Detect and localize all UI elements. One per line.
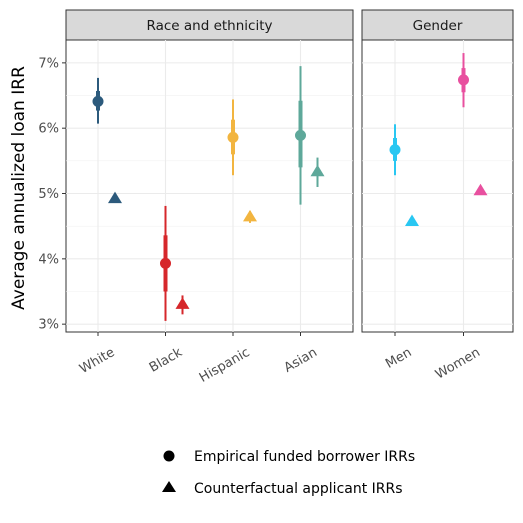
empirical-point xyxy=(295,129,306,141)
empirical-point xyxy=(160,257,171,269)
legend: Empirical funded borrower IRRs Counterfa… xyxy=(162,449,415,497)
counterfactual-point xyxy=(473,183,488,196)
empirical-point xyxy=(92,95,104,107)
legend-label-counterfactual: Counterfactual applicant IRRs xyxy=(194,481,403,497)
panel-border-gender xyxy=(361,39,514,333)
panel-gender: Gender xyxy=(361,9,514,333)
strip-label-gender: Gender xyxy=(413,18,463,34)
y-tick-label: 6% xyxy=(38,122,59,137)
counterfactual-point xyxy=(243,209,257,222)
empirical-point xyxy=(458,74,469,86)
y-axis-title: Average annualized loan IRR xyxy=(9,66,29,310)
y-tick-label: 4% xyxy=(38,252,59,267)
marks-race xyxy=(92,66,325,321)
panel-race-ethnicity: Race and ethnicity xyxy=(65,9,354,333)
marks-gender xyxy=(389,53,488,226)
panel-border-race xyxy=(65,39,354,333)
y-tick-label: 3% xyxy=(38,318,59,333)
strip-background-race xyxy=(65,9,354,41)
y-tick-label: 5% xyxy=(38,187,59,202)
legend-circle-icon xyxy=(163,450,175,462)
counterfactual-point xyxy=(310,164,325,177)
legend-triangle-icon xyxy=(162,481,176,492)
counterfactual-point xyxy=(175,297,190,309)
counterfactual-point xyxy=(405,214,419,226)
strip-label-race: Race and ethnicity xyxy=(147,18,273,34)
empirical-point xyxy=(389,144,401,156)
empirical-point xyxy=(227,131,239,143)
y-tick-label: 7% xyxy=(38,56,59,71)
legend-label-empirical: Empirical funded borrower IRRs xyxy=(194,449,415,465)
strip-background-gender xyxy=(361,9,514,41)
y-axis: 3% 4% 5% 6% 7% xyxy=(38,56,66,333)
counterfactual-point xyxy=(108,191,122,204)
